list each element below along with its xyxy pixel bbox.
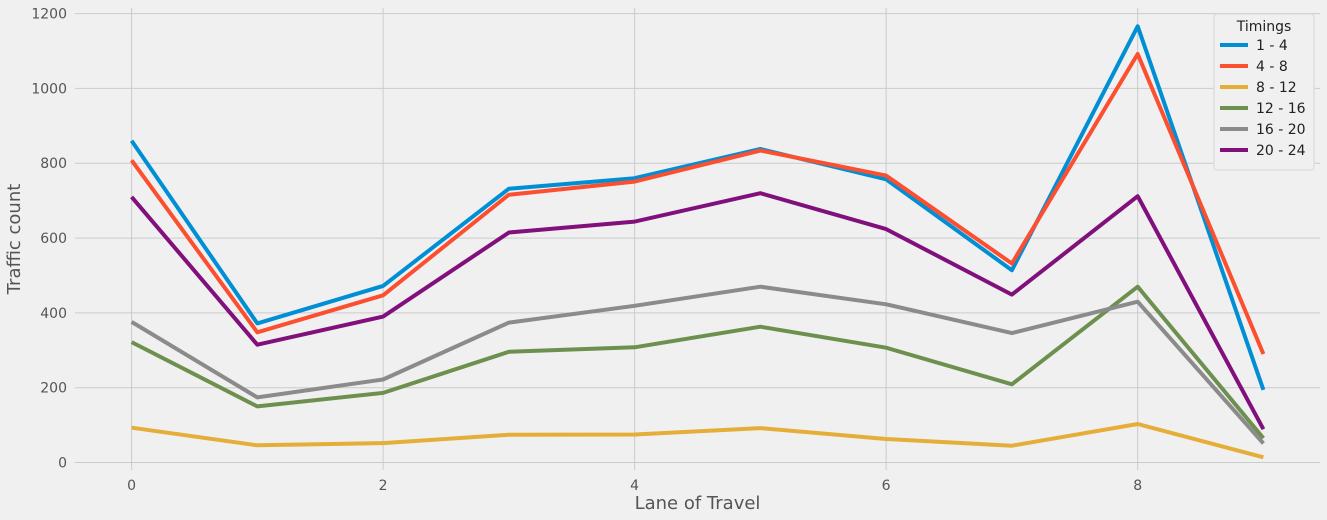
tick-labels: 0 200 400 600 800 1000 1200 0 2 4 6 8 bbox=[31, 7, 1142, 494]
series-line-2 bbox=[129, 52, 1266, 355]
x-tick-label: 0 bbox=[127, 478, 136, 494]
legend-title: Timings bbox=[1236, 19, 1292, 35]
series-line-1 bbox=[129, 24, 1266, 391]
y-tick-label: 400 bbox=[40, 306, 67, 322]
x-tick-label: 6 bbox=[882, 478, 891, 494]
y-tick-label: 800 bbox=[40, 156, 67, 172]
x-tick-label: 8 bbox=[1133, 478, 1142, 494]
y-axis-label: Traffic count bbox=[4, 184, 25, 296]
series-lines bbox=[129, 24, 1266, 460]
series-line-6 bbox=[130, 191, 1266, 431]
y-tick-label: 1200 bbox=[31, 7, 67, 23]
legend: Timings 1 - 4 4 - 8 8 - 12 12 - 16 16 - 20 20… bbox=[1213, 13, 1315, 171]
series-line-5 bbox=[130, 284, 1265, 445]
grid bbox=[75, 8, 1320, 470]
legend-label: 4 - 8 bbox=[1256, 59, 1288, 75]
y-tick-label: 0 bbox=[58, 456, 67, 472]
y-tick-label: 1000 bbox=[31, 81, 67, 97]
y-tick-label: 200 bbox=[40, 381, 67, 397]
legend-label: 12 - 16 bbox=[1256, 101, 1306, 117]
legend-label: 20 - 24 bbox=[1256, 143, 1306, 159]
x-tick-label: 4 bbox=[630, 478, 639, 494]
legend-items: 1 - 4 4 - 8 8 - 12 12 - 16 16 - 20 20 - 24 bbox=[1220, 38, 1306, 159]
legend-label: 8 - 12 bbox=[1256, 80, 1297, 96]
x-axis-label: Lane of Travel bbox=[635, 493, 761, 514]
x-tick-label: 2 bbox=[379, 478, 388, 494]
series-line-4 bbox=[130, 284, 1265, 440]
series-line-3 bbox=[131, 422, 1264, 460]
legend-label: 16 - 20 bbox=[1256, 122, 1306, 138]
y-tick-label: 600 bbox=[40, 231, 67, 247]
legend-label: 1 - 4 bbox=[1256, 38, 1288, 54]
